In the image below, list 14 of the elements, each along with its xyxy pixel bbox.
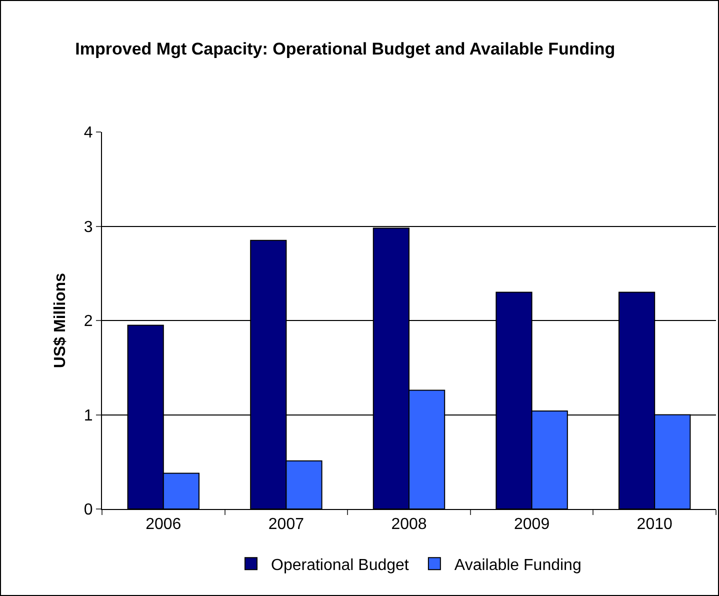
x-tick-label: 2006 [146, 516, 182, 534]
y-axis-title: US$ Millions [52, 272, 69, 368]
x-tick-label: 2009 [514, 516, 550, 534]
chart-title: Improved Mgt Capacity: Operational Budget and Available Funding [75, 39, 616, 58]
y-tick-label: 3 [84, 218, 93, 236]
legend-label: Operational Budget [271, 556, 410, 574]
legend-label: Available Funding [454, 556, 582, 574]
y-tick-label: 2 [84, 313, 93, 330]
y-tick-label: 4 [84, 124, 93, 142]
x-tick-label: 2008 [391, 516, 427, 534]
x-tick-label: 2007 [268, 516, 304, 534]
x-tick-label: 2010 [636, 516, 672, 534]
y-tick-label: 1 [84, 407, 93, 424]
y-tick-label: 0 [84, 502, 93, 519]
